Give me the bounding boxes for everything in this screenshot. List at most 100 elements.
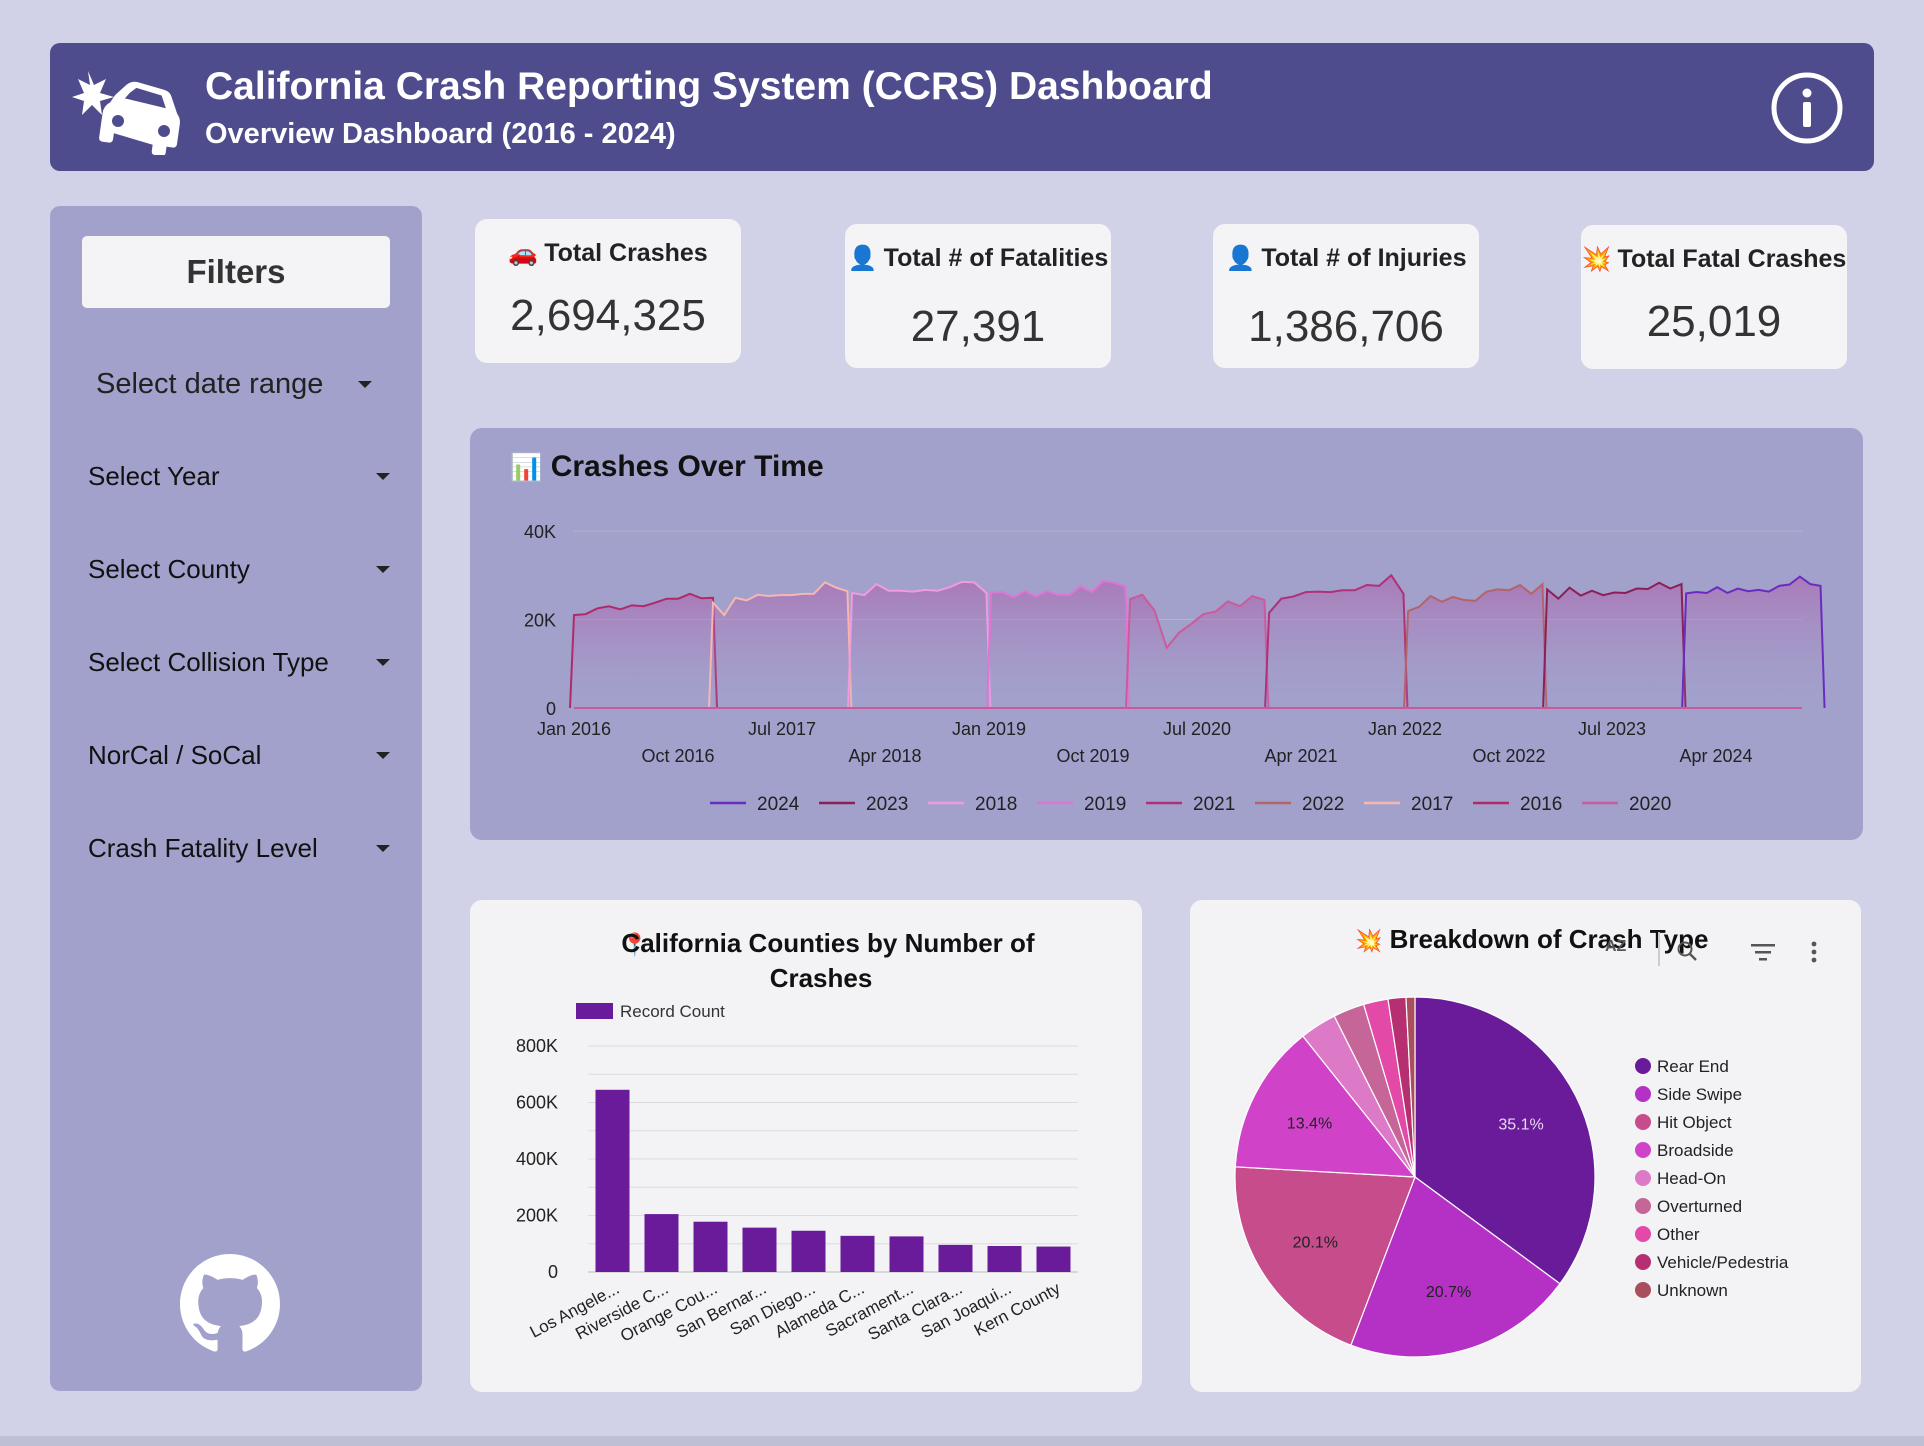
- legend-label: Unknown: [1657, 1281, 1728, 1300]
- legend-swatch: [1635, 1254, 1651, 1270]
- bar-chart-title-line2: Crashes: [770, 963, 873, 993]
- series-area-2019: [987, 581, 1130, 708]
- series-area-2022: [1404, 584, 1547, 708]
- series-line-2019: [986, 579, 1131, 709]
- series-line-2022: [1403, 581, 1548, 709]
- bar-6: [889, 1236, 924, 1272]
- pin-icon: 📍: [621, 932, 648, 957]
- counties-bar-panel: 📍 California Counties by Number of Crashes…: [470, 900, 1142, 1392]
- legend-label: Other: [1657, 1225, 1700, 1244]
- region-filter-label: NorCal / SoCal: [88, 739, 262, 770]
- kpi-label: 🚗 Total Crashes: [508, 239, 708, 267]
- bar-2: [693, 1221, 728, 1272]
- x-tick-label: Apr 2024: [1679, 746, 1752, 766]
- dashboard-title: California Crash Reporting System (CCRS)…: [205, 65, 1213, 108]
- filters-sidebar: Filters Select date range Select Year Se…: [50, 206, 422, 1391]
- county-filter[interactable]: Select County: [88, 549, 398, 589]
- zoom-icon[interactable]: [1676, 940, 1698, 962]
- pie-slice-0: [1414, 996, 1596, 1285]
- region-filter[interactable]: NorCal / SoCal: [88, 735, 398, 775]
- info-icon[interactable]: [1770, 71, 1844, 145]
- bar-8: [987, 1246, 1022, 1272]
- kpi-label: 👤 Total # of Fatalities: [847, 244, 1109, 272]
- x-tick-label: Oct 2022: [1472, 746, 1545, 766]
- kpi-value: 2,694,325: [510, 291, 706, 340]
- series-area-2018: [848, 581, 991, 708]
- bar-9: [1036, 1246, 1071, 1272]
- x-tick-label: Jul 2017: [748, 719, 816, 739]
- pie-chart-title: 💥 Breakdown of Crash Type: [1355, 924, 1709, 954]
- kpi-value: 27,391: [910, 302, 1046, 351]
- toolbar-divider: [1658, 932, 1660, 966]
- bar-3: [742, 1227, 777, 1272]
- line-chart-title: 📊 Crashes Over Time: [510, 450, 824, 483]
- dashboard-subtitle: Overview Dashboard (2016 - 2024): [205, 118, 676, 150]
- chevron-down-icon: [358, 380, 372, 388]
- legend-label: Rear End: [1657, 1057, 1729, 1076]
- filters-title: Filters: [82, 236, 390, 308]
- y-tick-label: 200K: [516, 1206, 558, 1226]
- pie-slice-7: [1387, 996, 1416, 1178]
- kpi-total-crashes: 🚗 Total Crashes 2,694,325: [475, 219, 741, 363]
- pie-slice-2: [1234, 1166, 1416, 1346]
- legend-label-2019: 2019: [1084, 794, 1126, 815]
- dashboard-header: California Crash Reporting System (CCRS)…: [50, 43, 1874, 171]
- kpi-value: 25,019: [1646, 297, 1782, 346]
- legend-swatch: [1635, 1226, 1651, 1242]
- pie-slice-4: [1302, 1015, 1416, 1178]
- kpi-total-injuries: 👤 Total # of Injuries 1,386,706: [1213, 224, 1479, 368]
- legend-label: Head-On: [1657, 1169, 1726, 1188]
- x-tick-label: Apr 2018: [848, 746, 921, 766]
- more-icon[interactable]: [1810, 940, 1818, 964]
- github-icon[interactable]: [180, 1254, 280, 1354]
- pie-slice-label: 35.1%: [1498, 1116, 1543, 1133]
- county-filter-label: Select County: [88, 553, 250, 584]
- y-tick-label: 400K: [516, 1149, 558, 1169]
- x-tick-label: Jul 2023: [1578, 719, 1646, 739]
- car-crash-icon: [72, 71, 180, 155]
- legend-label: Side Swipe: [1657, 1085, 1742, 1104]
- y-tick-label: 800K: [516, 1036, 558, 1056]
- collision-type-filter-label: Select Collision Type: [88, 646, 329, 677]
- x-tick-label: Jan 2019: [952, 719, 1026, 739]
- kpi-total-fatal-crashes: 💥 Total Fatal Crashes 25,019: [1581, 225, 1847, 369]
- legend-swatch: [1635, 1086, 1651, 1102]
- legend-label-2018: 2018: [975, 794, 1017, 815]
- crash-type-pie-panel: 💥 Breakdown of Crash Type AZ 35.1% 20.7% 2…: [1190, 900, 1861, 1392]
- legend-label-2020: 2020: [1629, 794, 1671, 815]
- chevron-down-icon: [376, 472, 390, 480]
- fatality-level-filter-label: Crash Fatality Level: [88, 832, 318, 863]
- series-line-2023: [1542, 581, 1687, 709]
- legend-label-2021: 2021: [1193, 794, 1235, 815]
- filter-icon[interactable]: [1750, 942, 1776, 962]
- kpi-label: 👤 Total # of Injuries: [1225, 244, 1467, 272]
- series-area-2016: [570, 593, 718, 708]
- legend-label-2017: 2017: [1411, 794, 1453, 815]
- legend-label: Vehicle/Pedestria: [1657, 1253, 1789, 1272]
- x-tick-label: Oct 2019: [1056, 746, 1129, 766]
- line-chart: 0 20K 40K Jan 2016 Jul 2017 Jan 2019 Jul 2020 J…: [524, 522, 1826, 815]
- fatality-level-filter[interactable]: Crash Fatality Level: [88, 828, 398, 868]
- page-bottom-strip: [0, 1436, 1924, 1446]
- series-line-2020: [1125, 593, 1270, 709]
- series-area-2024: [1682, 576, 1825, 708]
- x-tick-label: Jan 2016: [537, 719, 611, 739]
- crashes-over-time-panel: 📊 Crashes Over Time 0 20K 40K Jan 2016 Jul 2…: [470, 428, 1863, 840]
- series-line-2018: [847, 580, 992, 709]
- legend-swatch: [576, 1003, 613, 1019]
- chevron-down-icon: [376, 844, 390, 852]
- year-filter-label: Select Year: [88, 460, 220, 491]
- y-tick-label: 0: [548, 1262, 558, 1282]
- explosion-icon: 💥: [1581, 246, 1612, 273]
- year-filter[interactable]: Select Year: [88, 456, 398, 496]
- bar-5: [840, 1235, 875, 1272]
- collision-type-filter[interactable]: Select Collision Type: [88, 642, 398, 682]
- car-icon: 🚗: [508, 240, 539, 267]
- y-tick-label: 20K: [524, 611, 556, 631]
- sort-icon[interactable]: AZ: [1605, 938, 1627, 955]
- legend-label-2022: 2022: [1302, 794, 1344, 815]
- series-area-2023: [1543, 582, 1686, 708]
- chevron-down-icon: [376, 751, 390, 759]
- legend-label: Broadside: [1657, 1141, 1734, 1160]
- date-range-picker[interactable]: Select date range: [96, 364, 380, 404]
